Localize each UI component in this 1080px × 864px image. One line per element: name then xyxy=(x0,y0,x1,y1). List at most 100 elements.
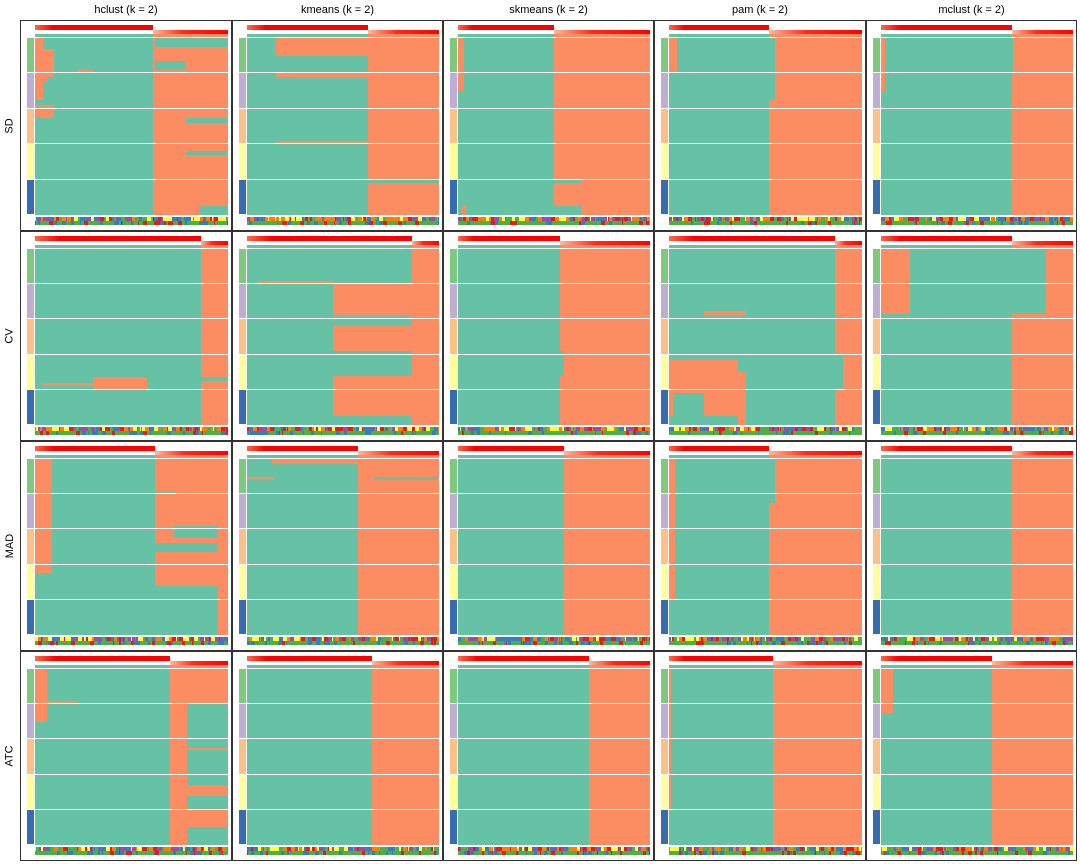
annotation-cell xyxy=(334,221,335,225)
row-group-annotation xyxy=(661,144,668,179)
annotation-cell xyxy=(271,221,272,225)
annotation-cell xyxy=(402,427,403,431)
annotation-cell xyxy=(363,221,365,225)
annotation-cell xyxy=(301,637,305,641)
annotation-cell xyxy=(402,217,403,221)
annotation-cell xyxy=(175,431,179,435)
annotation-cell xyxy=(325,847,328,851)
annotation-cell xyxy=(912,847,913,851)
annotation-cell xyxy=(355,641,358,645)
annotation-cell xyxy=(921,847,922,851)
annotation-cell xyxy=(279,847,282,851)
annotation-cell xyxy=(305,217,308,221)
annotation-cell xyxy=(764,851,767,855)
annotation-cell xyxy=(891,641,895,645)
annotation-cell xyxy=(828,217,830,221)
annotation-cell xyxy=(530,851,532,855)
annotation-cell xyxy=(719,431,721,435)
annotation-cell xyxy=(1062,221,1065,225)
annotation-cell xyxy=(584,427,588,431)
annotation-cell xyxy=(822,431,826,435)
annotation-cell xyxy=(396,431,400,435)
annotation-cell xyxy=(621,637,625,641)
annotation-cell xyxy=(504,221,505,225)
annotation-cell xyxy=(625,637,626,641)
annotation-cell xyxy=(335,847,339,851)
annotation-cell xyxy=(702,851,703,855)
annotation-cell xyxy=(717,847,721,851)
row-group-annotation xyxy=(450,809,457,844)
annotation-cell xyxy=(344,217,345,221)
annotation-cell xyxy=(739,637,741,641)
group-separator xyxy=(669,143,862,145)
annotation-cell xyxy=(179,431,180,435)
annotation-cell xyxy=(1049,637,1053,641)
annotation-cell xyxy=(392,427,395,431)
annotation-cell xyxy=(163,427,167,431)
annotation-cell xyxy=(64,641,67,645)
annotation-cell xyxy=(189,641,192,645)
annotation-cell xyxy=(976,427,978,431)
annotation-cell xyxy=(138,427,140,431)
annotation-cell xyxy=(780,427,781,431)
annotation-cell xyxy=(1022,851,1026,855)
row-group-annotation xyxy=(239,389,246,424)
annotation-cell xyxy=(561,431,565,435)
annotation-cell xyxy=(486,431,488,435)
annotation-cell xyxy=(546,221,548,225)
annotation-cell xyxy=(943,431,946,435)
annotation-cell xyxy=(912,217,914,221)
annotation-cell xyxy=(185,641,189,645)
annotation-cell xyxy=(606,851,608,855)
annotation-cell xyxy=(716,641,717,645)
annotation-cell xyxy=(543,221,546,225)
annotation-cell xyxy=(298,217,302,221)
annotation-cell xyxy=(543,427,547,431)
annotation-cell xyxy=(384,427,385,431)
annotation-cell xyxy=(943,637,947,641)
annotation-cell xyxy=(743,637,747,641)
annotation-cell xyxy=(64,427,65,431)
annotation-cell xyxy=(746,217,750,221)
annotation-cell xyxy=(947,637,948,641)
annotation-cell xyxy=(923,427,927,431)
annotation-cell xyxy=(218,217,222,221)
annotation-cell xyxy=(678,851,679,855)
annotation-cell xyxy=(47,847,50,851)
annotation-cell xyxy=(629,221,632,225)
annotation-cell xyxy=(171,641,172,645)
annotation-cell xyxy=(669,851,671,855)
annotation-cell xyxy=(886,221,887,225)
annotation-cell xyxy=(466,847,468,851)
annotation-cell xyxy=(172,427,173,431)
annotation-cell xyxy=(958,427,959,431)
row-group-annotation xyxy=(239,669,246,704)
annotation-cell xyxy=(295,427,296,431)
annotation-cell xyxy=(226,217,228,221)
annotation-cell xyxy=(312,851,315,855)
annotation-cell xyxy=(547,427,550,431)
annotation-cell xyxy=(843,641,844,645)
annotation-cell xyxy=(106,847,110,851)
annotation-cell xyxy=(304,221,307,225)
annotation-cell xyxy=(406,217,408,221)
membership-heatmap xyxy=(247,249,439,425)
annotation-cell xyxy=(1018,851,1022,855)
annotation-cell xyxy=(1066,851,1068,855)
annotation-cell xyxy=(250,217,254,221)
annotation-cell xyxy=(195,427,198,431)
annotation-cell xyxy=(896,217,899,221)
annotation-cell xyxy=(517,637,519,641)
annotation-cell xyxy=(975,217,979,221)
annotation-cell xyxy=(370,641,371,645)
column-title: skmeans (k = 2) xyxy=(509,4,588,16)
annotation-cell xyxy=(1014,641,1018,645)
annotation-cell xyxy=(970,217,972,221)
annotation-cell xyxy=(422,427,424,431)
group-separator xyxy=(247,528,439,530)
annotation-cell xyxy=(677,427,679,431)
annotation-cell xyxy=(619,641,623,645)
sample-annotation-track xyxy=(247,847,439,851)
annotation-cell xyxy=(782,851,784,855)
annotation-cell xyxy=(911,637,913,641)
